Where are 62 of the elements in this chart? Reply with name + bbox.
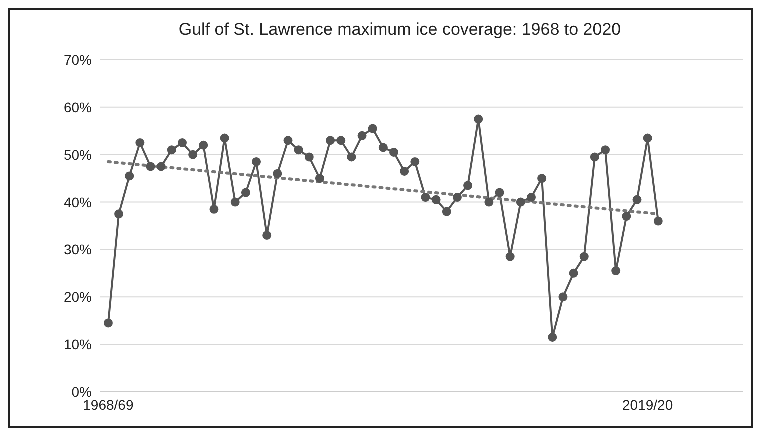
point: [156, 162, 166, 172]
point: [484, 198, 494, 207]
y-tick-label: 20%: [64, 289, 92, 306]
point: [358, 131, 367, 140]
point: [114, 210, 124, 219]
point: [390, 148, 399, 157]
y-tick-label: 60%: [64, 99, 92, 116]
point: [590, 152, 600, 162]
point: [400, 166, 410, 176]
point: [252, 157, 262, 166]
y-tick-label: 50%: [64, 146, 92, 163]
y-tick-label: 30%: [64, 242, 92, 258]
point: [622, 212, 632, 222]
point: [516, 198, 526, 207]
point: [326, 136, 336, 146]
point: [262, 230, 272, 240]
point: [654, 216, 663, 226]
y-tick-label: 10%: [64, 336, 92, 353]
point: [368, 124, 378, 134]
point: [548, 332, 558, 342]
point: [210, 204, 219, 214]
point: [136, 138, 145, 148]
point: [220, 134, 230, 143]
point: [643, 134, 652, 143]
point: [230, 198, 240, 207]
point: [526, 193, 536, 202]
point: [495, 188, 504, 198]
point: [294, 146, 304, 155]
point: [284, 136, 293, 146]
point: [442, 207, 452, 216]
point: [601, 146, 610, 155]
chart-title: Gulf of St. Lawrence maximum ice coverage: 1968 to 2020: [178, 20, 622, 40]
point: [464, 181, 473, 190]
point: [315, 174, 324, 184]
y-tick-label: 70%: [64, 52, 92, 68]
point: [432, 195, 441, 204]
point: [304, 152, 314, 162]
point: [506, 252, 515, 262]
point: [378, 143, 388, 152]
point: [558, 292, 568, 302]
point: [612, 266, 621, 276]
point: [104, 318, 113, 328]
point: [538, 174, 547, 184]
point: [241, 188, 250, 198]
point: [199, 140, 208, 150]
point: [347, 152, 356, 162]
point: [188, 150, 198, 160]
point: [452, 193, 462, 202]
point: [336, 136, 346, 146]
point: [167, 146, 176, 155]
point: [474, 114, 484, 124]
point: [421, 193, 430, 202]
y-tick-label: 40%: [64, 194, 92, 210]
point: [273, 169, 282, 178]
x-tick-label: 2019/20: [622, 396, 674, 413]
point: [125, 172, 134, 181]
point: [146, 162, 156, 172]
point: [569, 268, 578, 278]
point: [632, 195, 642, 204]
point: [580, 252, 589, 262]
point: [178, 138, 187, 148]
point: [410, 157, 420, 166]
